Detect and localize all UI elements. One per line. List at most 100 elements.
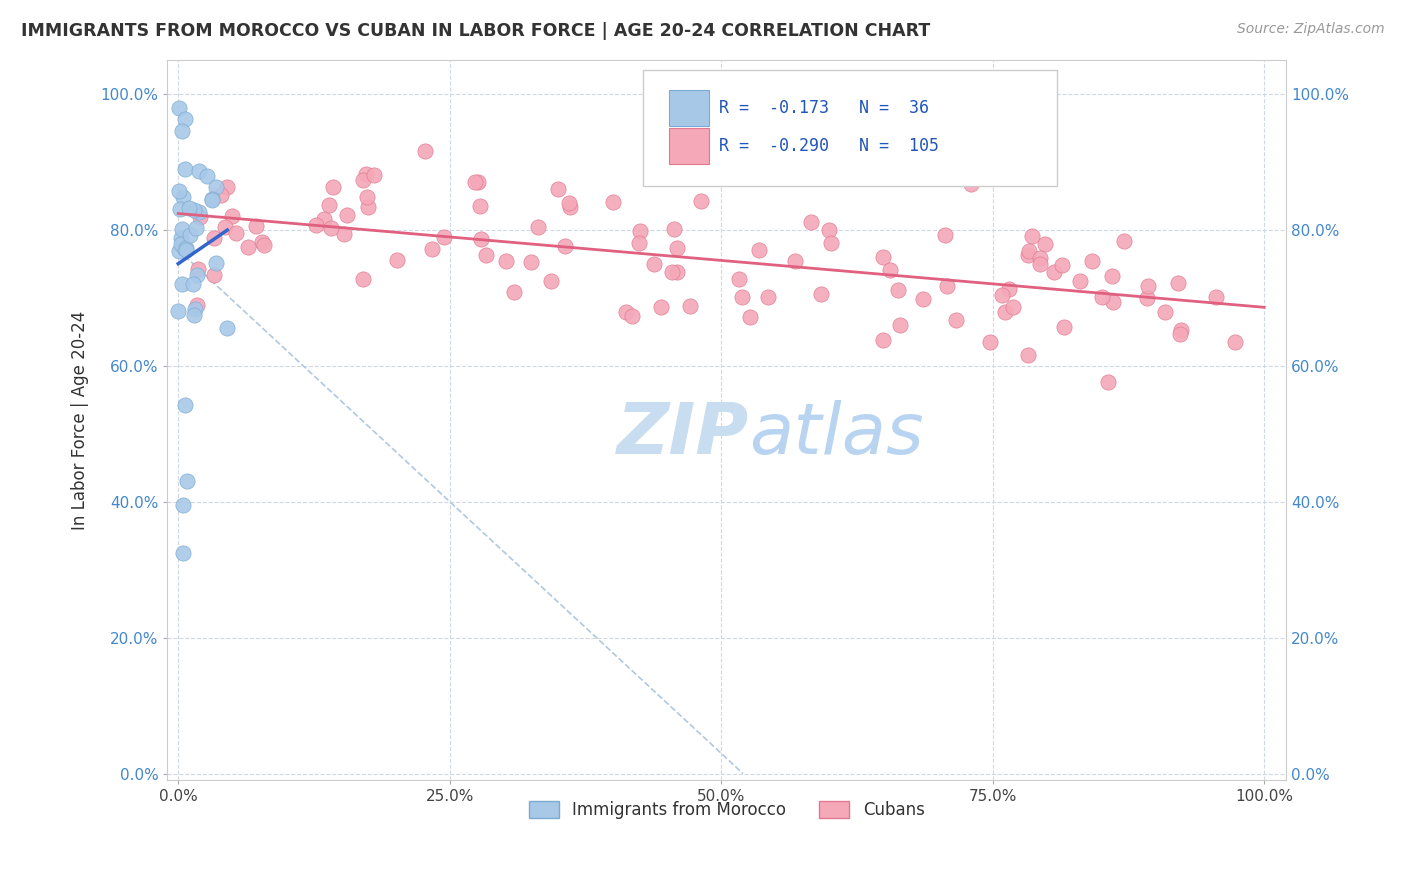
Y-axis label: In Labor Force | Age 20-24: In Labor Force | Age 20-24 bbox=[72, 310, 89, 530]
Point bbox=[214, 219, 236, 234]
Point bbox=[209, 187, 232, 202]
Point bbox=[911, 292, 934, 306]
Point bbox=[170, 123, 193, 137]
Point bbox=[810, 287, 832, 301]
Point bbox=[614, 304, 637, 318]
Point bbox=[236, 240, 259, 254]
Text: ZIP: ZIP bbox=[617, 400, 749, 469]
Point bbox=[872, 250, 894, 264]
Point bbox=[188, 205, 211, 219]
Point bbox=[356, 167, 378, 181]
Point bbox=[322, 180, 344, 194]
Point bbox=[1090, 290, 1112, 304]
Point bbox=[464, 175, 486, 189]
Text: atlas: atlas bbox=[749, 400, 924, 469]
Point bbox=[990, 288, 1012, 302]
Point bbox=[314, 212, 336, 227]
Point bbox=[1002, 300, 1025, 314]
Point bbox=[202, 268, 225, 282]
Point bbox=[1170, 322, 1192, 336]
Point bbox=[643, 257, 665, 271]
Point bbox=[558, 195, 581, 210]
Point bbox=[495, 254, 517, 268]
Point bbox=[800, 214, 823, 228]
Point bbox=[245, 219, 267, 233]
Point bbox=[215, 180, 238, 194]
FancyBboxPatch shape bbox=[668, 90, 709, 126]
Point bbox=[1021, 228, 1043, 243]
Point bbox=[184, 221, 207, 235]
Text: R =  -0.290   N =  105: R = -0.290 N = 105 bbox=[718, 137, 939, 155]
Point bbox=[385, 253, 408, 268]
Point bbox=[665, 265, 688, 279]
Point bbox=[250, 235, 273, 249]
FancyBboxPatch shape bbox=[668, 128, 709, 164]
Point bbox=[467, 175, 489, 189]
Point bbox=[679, 299, 702, 313]
Point bbox=[818, 223, 841, 237]
Point bbox=[172, 545, 194, 559]
Point bbox=[665, 241, 688, 255]
Point bbox=[820, 236, 842, 251]
Point bbox=[357, 201, 380, 215]
Point bbox=[305, 218, 328, 232]
Point bbox=[201, 194, 224, 208]
Point bbox=[558, 200, 581, 214]
Point bbox=[172, 222, 194, 236]
Point bbox=[173, 397, 195, 411]
Point bbox=[225, 226, 247, 240]
Point bbox=[167, 304, 190, 318]
Point bbox=[470, 199, 492, 213]
Point bbox=[628, 224, 651, 238]
Point bbox=[664, 221, 686, 235]
Point bbox=[1050, 258, 1073, 272]
Point bbox=[689, 194, 711, 208]
Point bbox=[1168, 327, 1191, 342]
Point bbox=[1154, 305, 1177, 319]
Point bbox=[167, 244, 190, 259]
Point bbox=[170, 277, 193, 292]
Point bbox=[186, 298, 208, 312]
Text: R =  -0.173   N =  36: R = -0.173 N = 36 bbox=[718, 99, 929, 117]
Text: IMMIGRANTS FROM MOROCCO VS CUBAN IN LABOR FORCE | AGE 20-24 CORRELATION CHART: IMMIGRANTS FROM MOROCCO VS CUBAN IN LABO… bbox=[21, 22, 931, 40]
Point bbox=[935, 278, 957, 293]
Point bbox=[1017, 248, 1039, 262]
Point bbox=[183, 202, 205, 217]
Point bbox=[172, 498, 194, 512]
Point bbox=[934, 227, 956, 242]
Point bbox=[184, 302, 207, 317]
Point bbox=[221, 209, 243, 223]
Point bbox=[998, 282, 1021, 296]
FancyBboxPatch shape bbox=[643, 70, 1057, 186]
Point bbox=[1137, 279, 1160, 293]
Point bbox=[740, 310, 762, 324]
Point bbox=[1029, 257, 1052, 271]
Point bbox=[183, 308, 205, 322]
Point bbox=[217, 321, 239, 335]
Point bbox=[1205, 290, 1227, 304]
Point bbox=[363, 168, 385, 182]
Point bbox=[201, 193, 224, 207]
Point bbox=[889, 318, 911, 332]
Point bbox=[520, 254, 543, 268]
Point bbox=[179, 227, 201, 242]
Point bbox=[1101, 269, 1123, 284]
Point bbox=[413, 144, 436, 158]
Point bbox=[748, 243, 770, 257]
Point bbox=[167, 101, 190, 115]
Point bbox=[352, 173, 374, 187]
Point bbox=[540, 274, 562, 288]
Point bbox=[756, 289, 779, 303]
Point bbox=[169, 202, 191, 216]
Point bbox=[253, 238, 276, 252]
Point bbox=[318, 198, 340, 212]
Point bbox=[1081, 254, 1104, 268]
Point bbox=[352, 272, 374, 286]
Point bbox=[783, 254, 806, 268]
Point bbox=[728, 272, 751, 286]
Point bbox=[433, 230, 456, 244]
Point bbox=[872, 333, 894, 347]
Point bbox=[176, 243, 198, 257]
Point bbox=[1223, 335, 1246, 350]
Point bbox=[181, 277, 204, 292]
